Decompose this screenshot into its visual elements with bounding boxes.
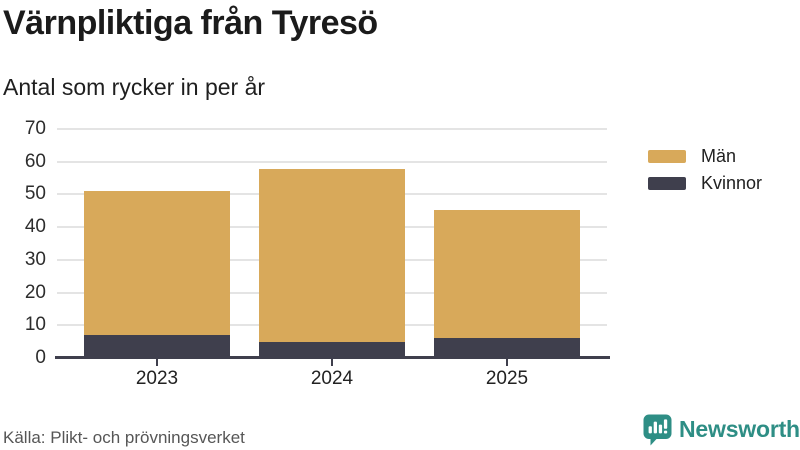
chart-title: Värnpliktiga från Tyresö xyxy=(3,4,378,42)
y-axis-tick-label: 0 xyxy=(35,347,46,368)
y-axis-tick-label: 50 xyxy=(24,183,46,204)
bar-segment-man-2023 xyxy=(84,191,230,335)
legend-label-man: Män xyxy=(701,146,737,166)
legend-item-kvinnor: Kvinnor xyxy=(648,174,762,193)
source-attribution: Källa: Plikt- och prövningsverket xyxy=(3,428,245,447)
y-axis-tick-label: 10 xyxy=(24,314,46,335)
newsworthy-logo-link[interactable]: Newsworthy xyxy=(642,413,800,446)
y-axis-tick-label: 70 xyxy=(24,118,46,139)
y-axis-tick-label: 30 xyxy=(24,249,46,270)
y-axis-tick-label: 60 xyxy=(24,151,46,172)
legend-swatch-kvinnor-icon xyxy=(648,177,686,190)
chart-subtitle: Antal som rycker in per år xyxy=(3,74,266,100)
bar-segment-kvinnor-2023 xyxy=(84,335,230,358)
x-axis-tick-mark xyxy=(156,359,158,366)
gridline-y-60 xyxy=(57,161,607,163)
bar-segment-kvinnor-2025 xyxy=(434,338,580,358)
x-axis-tick-mark xyxy=(331,359,333,366)
newsworthy-logo-text: Newsworthy xyxy=(679,416,800,442)
x-axis-category-label: 2024 xyxy=(310,368,354,389)
x-axis-category-label: 2023 xyxy=(135,368,179,389)
y-axis-tick-label: 40 xyxy=(24,216,46,237)
bar-segment-kvinnor-2024 xyxy=(259,342,405,358)
x-axis-tick-mark xyxy=(506,359,508,366)
bar-segment-man-2025 xyxy=(434,210,580,338)
legend-item-man: Män xyxy=(648,147,762,166)
chart-legend: Män Kvinnor xyxy=(648,147,762,201)
legend-label-kvinnor: Kvinnor xyxy=(701,173,763,193)
y-axis-tick-label: 20 xyxy=(24,282,46,303)
legend-swatch-man-icon xyxy=(648,150,686,163)
x-axis-category-label: 2025 xyxy=(485,368,529,389)
gridline-y-70 xyxy=(57,128,607,130)
x-axis-line xyxy=(55,356,610,359)
bar-segment-man-2024 xyxy=(259,169,405,342)
newsworthy-speech-bubble-chart-icon xyxy=(643,414,672,446)
